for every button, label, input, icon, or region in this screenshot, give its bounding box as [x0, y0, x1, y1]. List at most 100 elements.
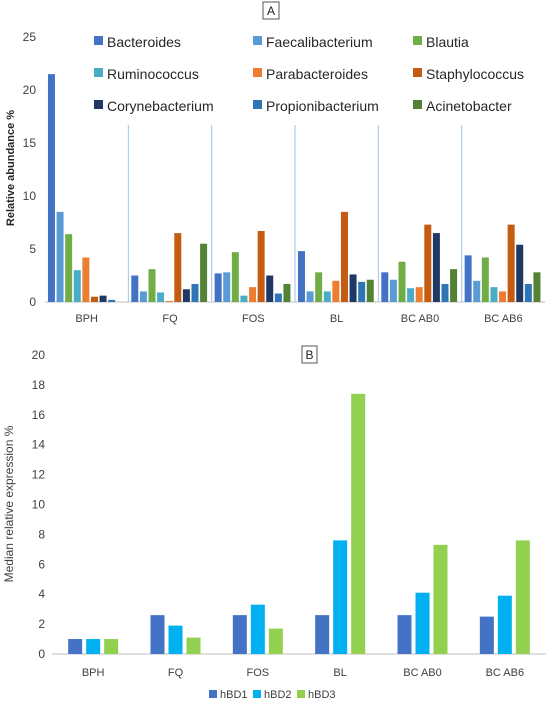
panel-b-bar — [168, 625, 183, 654]
panel-b-bar — [104, 639, 119, 654]
panel-b-bar — [315, 615, 330, 654]
panel-a-bar — [174, 233, 182, 302]
panel-a-legend-swatch — [253, 100, 262, 109]
panel-a-bar — [450, 269, 458, 302]
panel-b-category-label: BC AB0 — [403, 667, 442, 679]
panel-a-legend-label: Staphylococcus — [426, 66, 524, 82]
panel-b-y-tick-label: 0 — [38, 647, 45, 661]
panel-b-bar — [150, 615, 165, 654]
panel-a-bar — [165, 300, 173, 302]
panel-b-y-tick-label: 6 — [38, 557, 45, 571]
panel-a-bar — [157, 292, 165, 302]
panel-a-category-label: BPH — [75, 313, 98, 325]
panel-a-category-label: BL — [330, 313, 343, 325]
panel-a-bar — [366, 279, 374, 302]
panel-a-bar — [306, 291, 314, 302]
panel-a-bar — [481, 257, 489, 302]
panel-a-bar — [516, 244, 524, 302]
panel-b-bars — [68, 393, 530, 654]
panel-a-legend-label: Ruminococcus — [107, 66, 199, 82]
panel-b-y-tick-label: 12 — [32, 468, 46, 482]
panel-a-legend-label: Propionibacterium — [266, 98, 379, 114]
panel-a-legend-label: Faecalibacterium — [266, 34, 373, 50]
panel-b-legend-swatch — [297, 690, 305, 698]
panel-a-bar — [131, 275, 139, 302]
panel-b-legend-swatch — [209, 690, 217, 698]
panel-a-bar — [231, 252, 239, 302]
panel-a-bar — [315, 272, 323, 302]
panel-a-bar — [398, 261, 406, 302]
panel-b-y-tick-label: 14 — [32, 438, 46, 452]
panel-a-bar — [507, 224, 515, 302]
panel-b-bar — [397, 615, 412, 654]
panel-a-legend-swatch — [413, 100, 422, 109]
panel-b-y-tick-label: 8 — [38, 527, 45, 541]
panel-b: B Median relative expression % 0 2 4 6 8 10 12… — [2, 345, 546, 701]
panel-a-bar — [139, 291, 147, 302]
panel-a-bar — [490, 287, 498, 302]
panel-a-bar — [524, 283, 532, 302]
panel-b-bar — [186, 637, 201, 654]
panel-a: A Relative abundance % 0 5 10 15 20 25 BPH FQ F… — [5, 1, 545, 325]
panel-a-legend-label: Corynebacterium — [107, 98, 214, 114]
panel-a-bar — [381, 272, 389, 302]
panel-a-y-tick-label: 0 — [29, 295, 36, 309]
panel-a-bar — [441, 283, 449, 302]
panel-a-legend-swatch — [94, 36, 103, 45]
panel-a-bar — [257, 230, 265, 302]
panel-a-bar — [99, 295, 107, 302]
panel-b-legend-swatch — [253, 690, 261, 698]
panel-a-bar — [464, 255, 472, 302]
panel-a-legend-swatch — [94, 68, 103, 77]
panel-a-category-label: FOS — [242, 313, 265, 325]
panel-a-bar — [266, 275, 274, 302]
panel-b-bar — [479, 616, 494, 654]
panel-a-y-tick-label: 5 — [29, 242, 36, 256]
panel-a-bar — [432, 233, 440, 302]
panel-b-bar — [515, 540, 530, 654]
panel-b-y-axis-title: Median relative expression % — [2, 425, 16, 582]
panel-b-bar — [250, 604, 265, 654]
panel-a-bar — [533, 272, 541, 302]
panel-a-bar — [108, 299, 116, 302]
panel-a-bars — [47, 74, 541, 302]
panel-a-bar — [47, 74, 55, 302]
panel-b-legend-label: hBD2 — [264, 689, 292, 701]
panel-a-bar — [214, 273, 222, 302]
panel-a-bar — [424, 224, 432, 302]
panel-b-category-label: FOS — [247, 667, 270, 679]
panel-a-legend-swatch — [94, 100, 103, 109]
panel-a-legend-swatch — [253, 36, 262, 45]
panel-b-category-label: FQ — [168, 667, 184, 679]
panel-a-bar — [191, 283, 199, 302]
panel-b-bar — [232, 615, 247, 654]
panel-b-label: B — [305, 348, 313, 362]
panel-a-bar — [240, 295, 248, 302]
panel-a-legend-label: Acinetobacter — [426, 98, 512, 114]
panel-a-y-tick-label: 20 — [23, 83, 37, 97]
panel-a-categories: BPH FQ FOS BL BC AB0 BC AB6 — [75, 313, 522, 325]
panel-a-legend-label: Blautia — [426, 34, 469, 50]
panel-a-bar — [73, 270, 81, 302]
panel-a-y-tick-label: 15 — [23, 136, 37, 150]
panel-b-y-tick-label: 2 — [38, 617, 45, 631]
panel-a-y-axis-title: Relative abundance % — [5, 110, 17, 226]
panel-a-bar — [65, 234, 73, 302]
panel-a-bar — [148, 269, 156, 302]
panel-a-legend-swatch — [413, 68, 422, 77]
panel-b-y-tick-label: 16 — [32, 408, 46, 422]
panel-a-bar — [415, 287, 423, 302]
panel-a-legend-label: Parabacteroides — [266, 66, 368, 82]
panel-a-dividers — [127, 125, 463, 302]
panel-b-category-label: BL — [333, 667, 346, 679]
panel-b-y-tick-label: 20 — [32, 348, 46, 362]
panel-a-bar — [407, 288, 415, 302]
panel-b-bar — [333, 540, 348, 654]
panel-b-bar — [68, 639, 83, 654]
panel-a-legend-swatch — [413, 36, 422, 45]
panel-a-category-label: FQ — [162, 313, 178, 325]
panel-a-bar — [223, 272, 231, 302]
panel-a-bar — [349, 274, 357, 302]
panel-a-bar — [249, 287, 257, 302]
panel-b-bar — [268, 628, 283, 654]
